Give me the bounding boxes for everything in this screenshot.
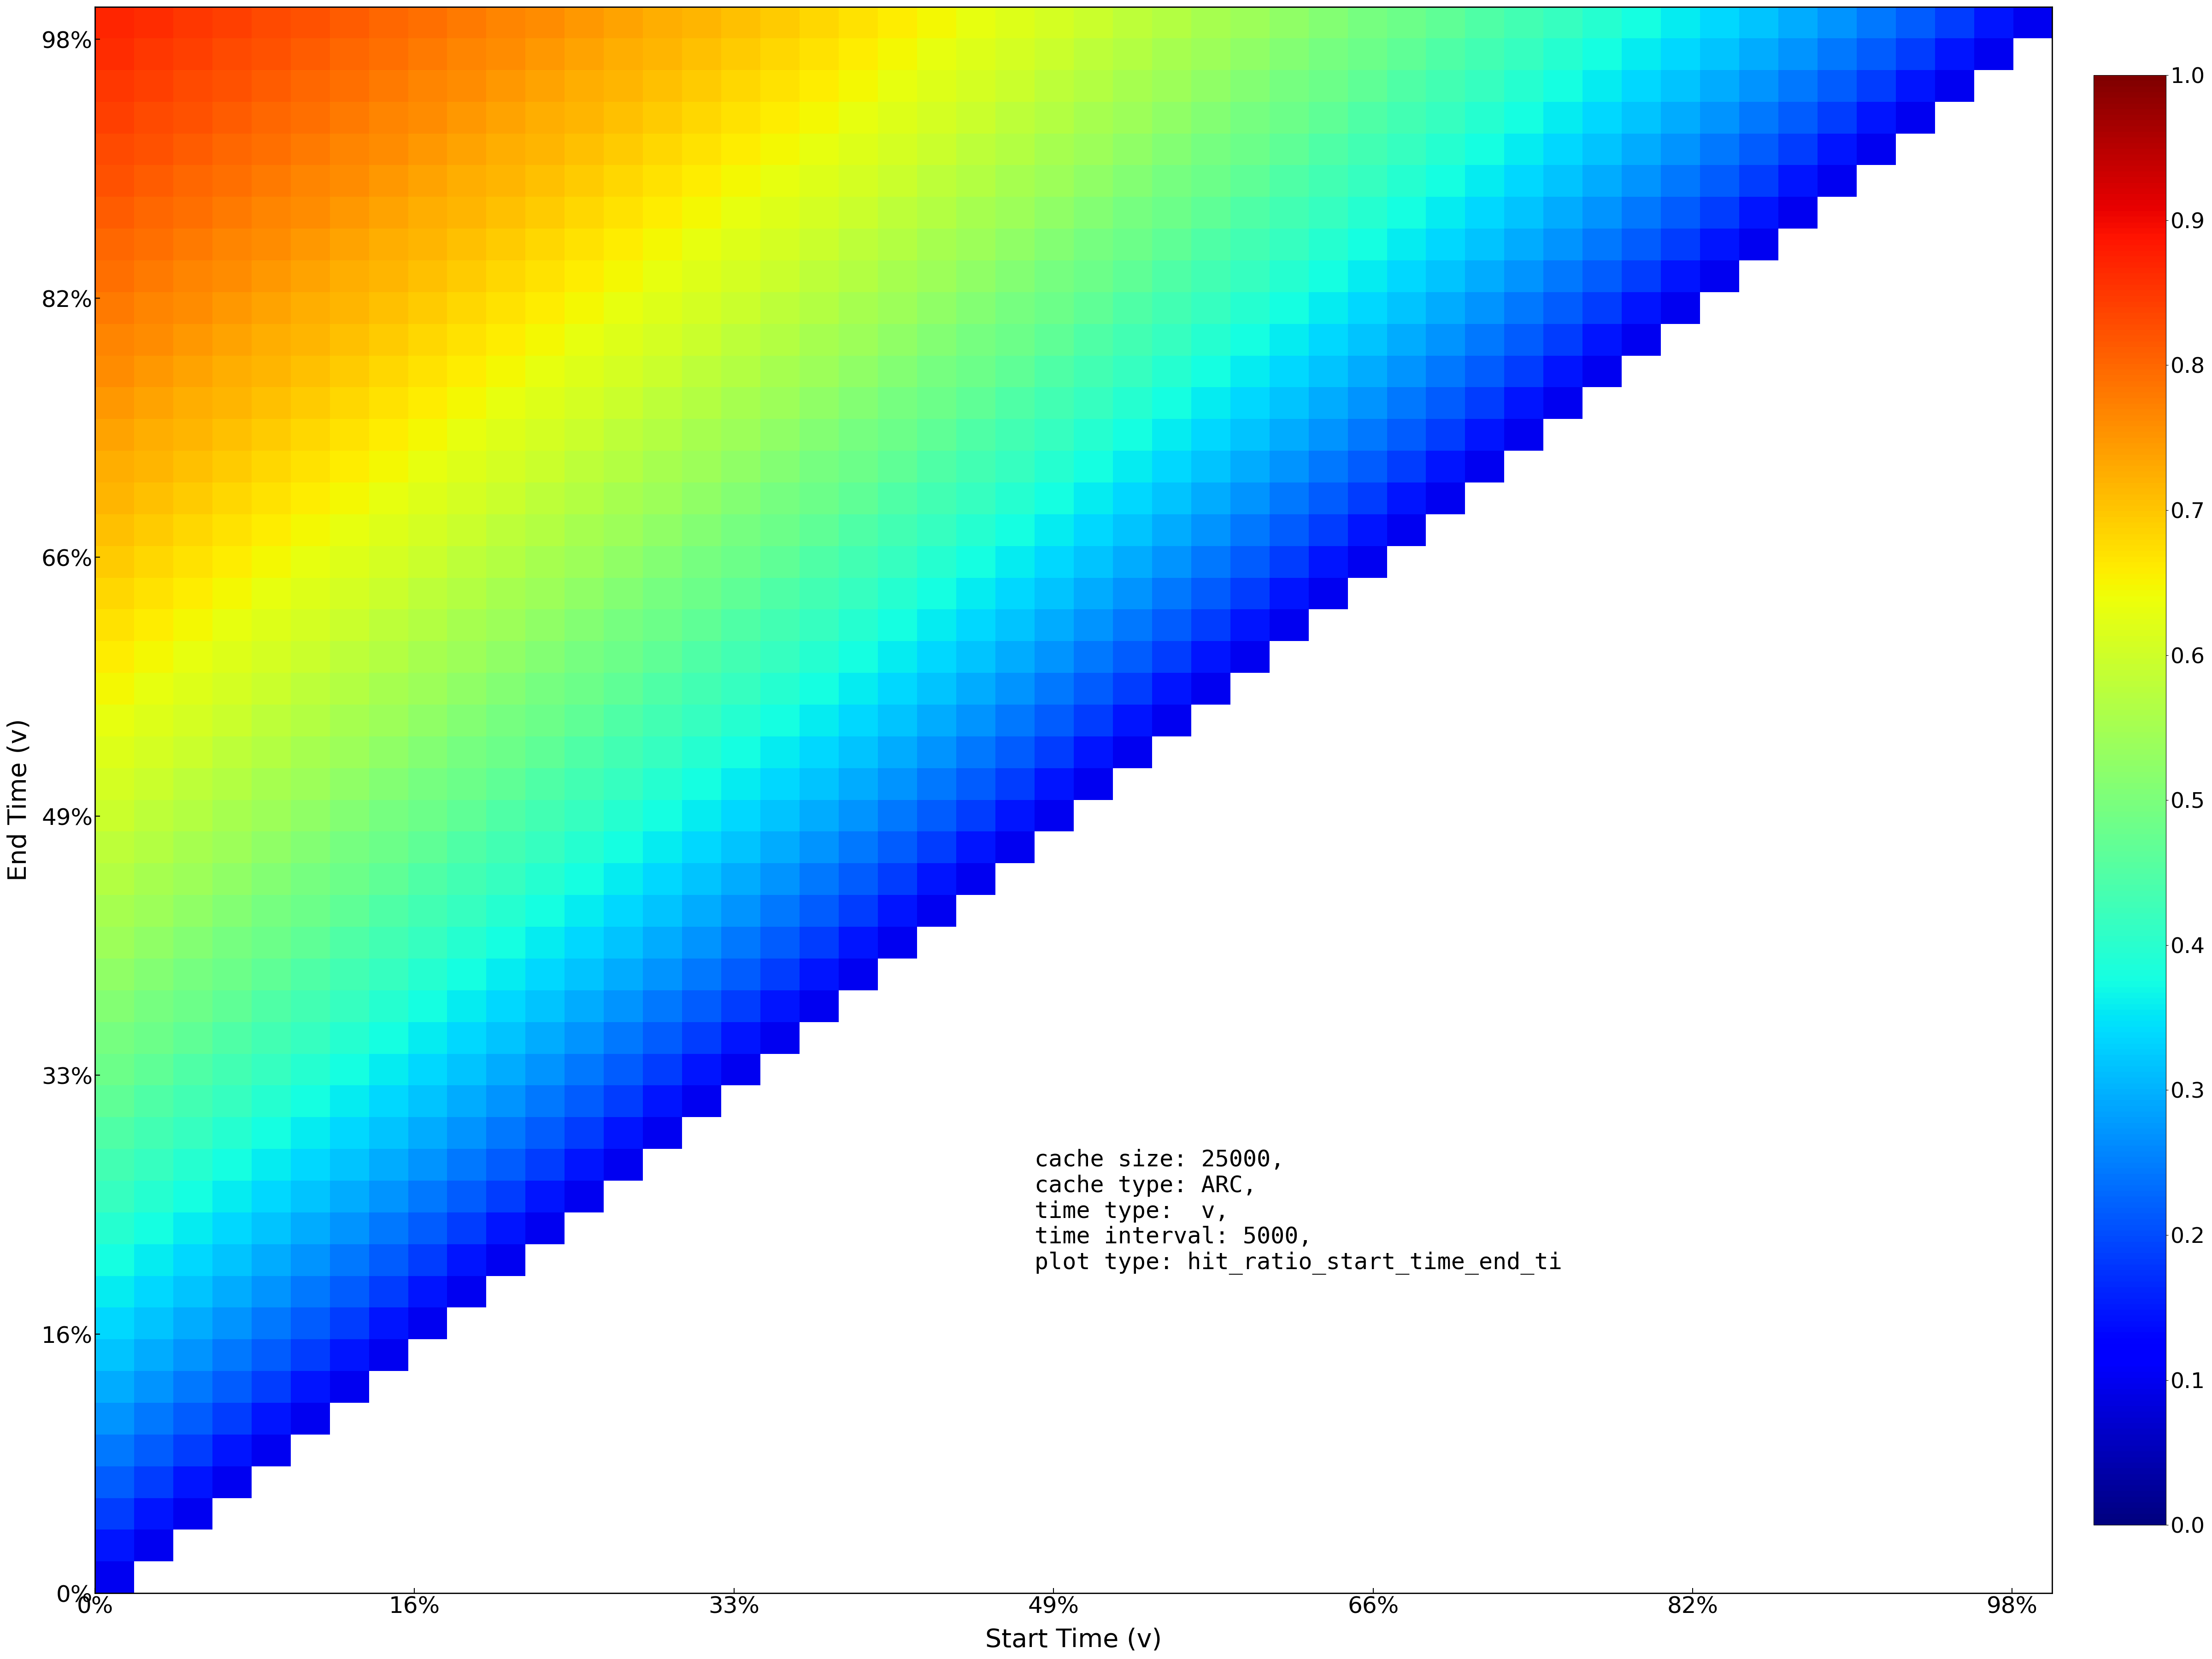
X-axis label: Start Time (v): Start Time (v) <box>984 1627 1161 1652</box>
Text: cache size: 25000,
cache type: ARC,
time type:  v,
time interval: 5000,
plot typ: cache size: 25000, cache type: ARC, time… <box>1035 1150 1562 1274</box>
Y-axis label: End Time (v): End Time (v) <box>7 718 31 881</box>
